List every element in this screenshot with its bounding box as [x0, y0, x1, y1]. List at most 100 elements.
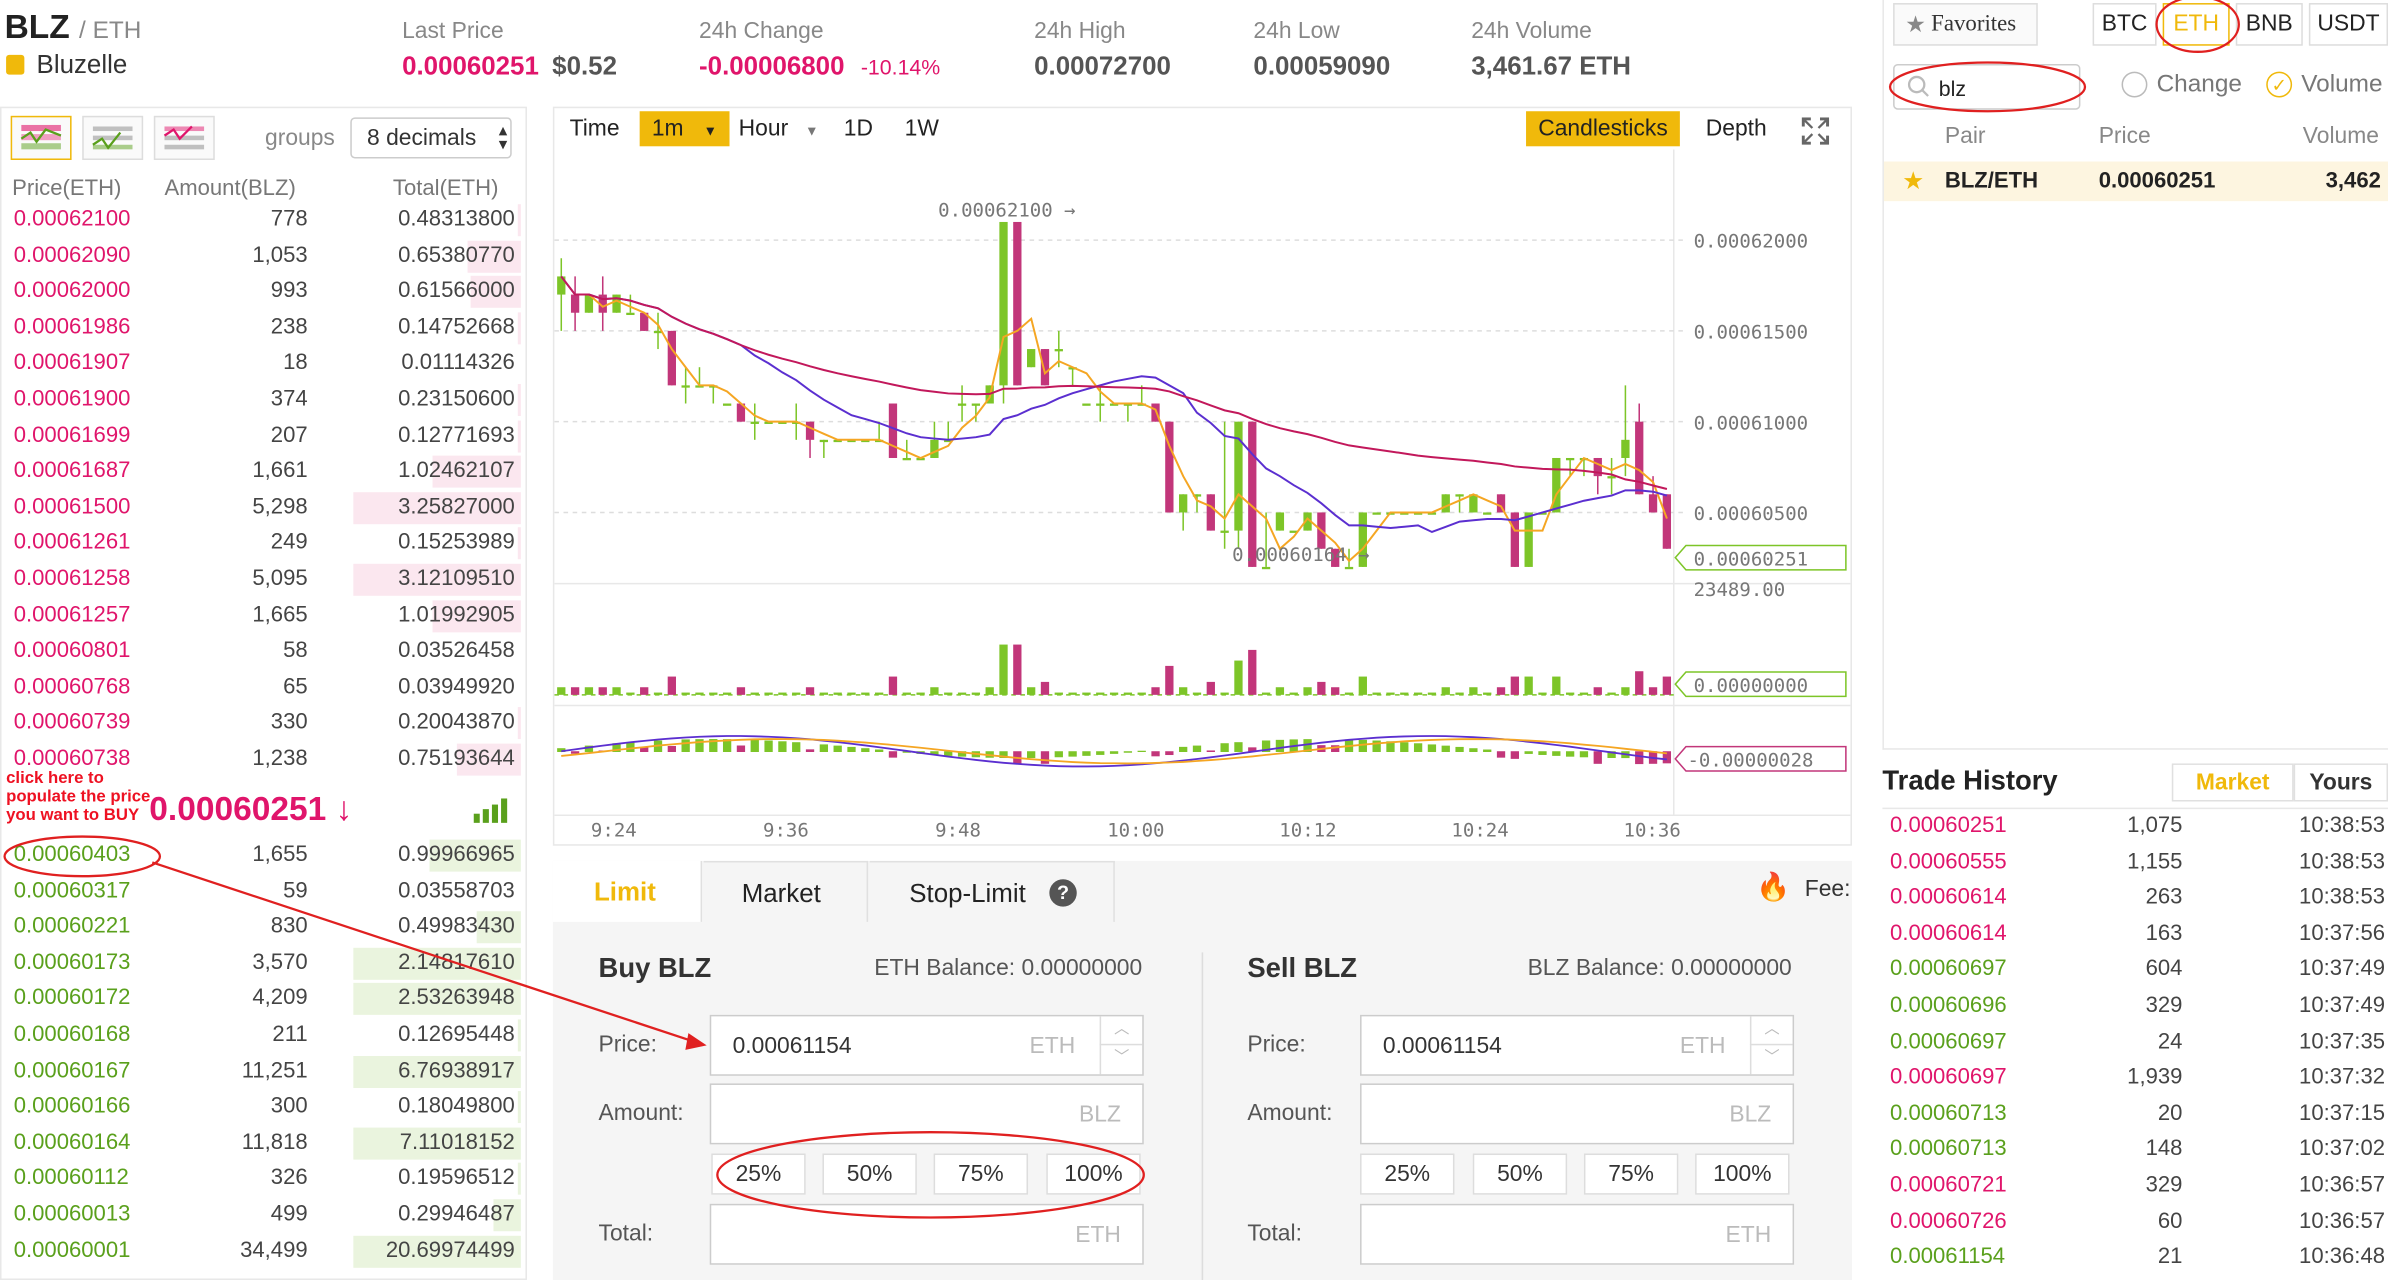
- interval-1w-tab[interactable]: 1W: [904, 115, 939, 142]
- ask-row[interactable]: 0.00062100 778 0.48313800: [6, 203, 521, 239]
- interval-1d-tab[interactable]: 1D: [843, 115, 873, 142]
- trade-time: 10:36:48: [2299, 1245, 2386, 1270]
- limit-tab[interactable]: Limit: [552, 860, 703, 922]
- ask-row[interactable]: 0.00060801 58 0.03526458: [6, 634, 521, 670]
- ask-row[interactable]: 0.00061687 1,661 1.02462107: [6, 454, 521, 490]
- view-bids-button[interactable]: [82, 115, 144, 160]
- bid-row[interactable]: 0.00060221 830 0.49983430: [6, 910, 521, 946]
- view-both-button[interactable]: [10, 115, 72, 160]
- bid-row[interactable]: 0.00060013 499 0.29946487: [6, 1198, 521, 1234]
- bid-row[interactable]: 0.00060001 34,499 20.69974499: [6, 1234, 521, 1270]
- ask-row[interactable]: 0.00061261 249 0.15253989: [6, 526, 521, 562]
- ask-row[interactable]: 0.00061258 5,095 3.12109510: [6, 562, 521, 598]
- ask-row[interactable]: 0.00062090 1,053 0.65380770: [6, 239, 521, 275]
- bid-row[interactable]: 0.00060166 300 0.18049800: [6, 1090, 521, 1126]
- bid-row[interactable]: 0.00060317 59 0.03558703: [6, 874, 521, 910]
- ask-row[interactable]: 0.00061900 374 0.23150600: [6, 382, 521, 418]
- sell-amount-input[interactable]: BLZ: [1360, 1083, 1795, 1145]
- volume-bar: [1220, 692, 1229, 695]
- macd-bar: [1413, 743, 1423, 752]
- sell-pct-50-button[interactable]: 50%: [1472, 1153, 1568, 1195]
- ask-price: 0.00060801: [13, 638, 131, 664]
- macd-bar: [1261, 740, 1271, 752]
- pair-star-icon[interactable]: ★: [1902, 169, 1925, 196]
- bid-row[interactable]: 0.00060172 4,209 2.53263948: [6, 982, 521, 1018]
- bnb-tab[interactable]: BNB: [2235, 3, 2303, 46]
- bid-row[interactable]: 0.00060173 3,570 2.14817610: [6, 946, 521, 982]
- change-radio[interactable]: [2121, 71, 2148, 98]
- buy-title: Buy BLZ: [598, 952, 712, 983]
- info-icon[interactable]: [6, 54, 25, 75]
- ask-price: 0.00061687: [13, 458, 131, 484]
- buy-amount-label: Amount:: [598, 1100, 684, 1127]
- ask-row[interactable]: 0.00060738 1,238 0.75193644: [6, 742, 521, 778]
- sell-price-input[interactable]: 0.00061154 ETH ︿ ﹀: [1360, 1014, 1795, 1076]
- btc-tab[interactable]: BTC: [2092, 3, 2157, 46]
- depth-tab[interactable]: Depth: [1705, 115, 1767, 142]
- sell-total-input[interactable]: ETH: [1360, 1203, 1795, 1265]
- trade-time: 10:38:53: [2299, 885, 2386, 910]
- bid-row[interactable]: 0.00060164 11,818 7.11018152: [6, 1126, 521, 1162]
- sell-pct-100-button[interactable]: 100%: [1695, 1153, 1790, 1195]
- ask-price: 0.00062100: [13, 207, 131, 232]
- buy-pct-100-button[interactable]: 100%: [1046, 1153, 1141, 1195]
- usdt-tab[interactable]: USDT: [2308, 3, 2388, 46]
- ask-row[interactable]: 0.00062000 993 0.61566000: [6, 275, 521, 311]
- volume-radio-check-icon[interactable]: ✓: [2266, 71, 2293, 98]
- volume-indicator-box: [1674, 671, 1847, 698]
- stepper-up-icon[interactable]: ︿: [1099, 1016, 1143, 1046]
- stop-limit-tab[interactable]: Stop-Limit ?: [869, 860, 1115, 922]
- market-pair-row[interactable]: ★ BLZ/ETH 0.00060251 3,462: [1883, 161, 2388, 202]
- trade-amount: 20: [2157, 1101, 2183, 1126]
- sell-pct-75-button[interactable]: 75%: [1583, 1153, 1679, 1195]
- ask-row[interactable]: 0.00061986 238 0.14752668: [6, 311, 521, 347]
- buy-pct-25-button[interactable]: 25%: [711, 1153, 806, 1195]
- caret-down-icon: ▼: [703, 123, 718, 139]
- eth-tab[interactable]: ETH: [2162, 3, 2230, 46]
- help-icon[interactable]: ?: [1049, 879, 1077, 907]
- market-tab[interactable]: Market: [703, 860, 869, 922]
- ask-row[interactable]: 0.00060768 65 0.03949920: [6, 670, 521, 706]
- interval-1m-tab[interactable]: 1m ▼: [639, 111, 730, 147]
- depth-bar: [457, 743, 521, 776]
- sell-pct-25-button[interactable]: 25%: [1360, 1153, 1455, 1195]
- price-chart[interactable]: 0.00062000 0.00061500 0.00061000 0.00060500…: [554, 149, 1851, 845]
- market-search-input[interactable]: blz: [1893, 63, 2081, 110]
- ask-row[interactable]: 0.00061699 207 0.12771693: [6, 418, 521, 454]
- chart-time-tab[interactable]: Time: [569, 115, 620, 142]
- bid-row[interactable]: 0.00060403 1,655 0.99966965: [6, 838, 521, 874]
- trade-price: 0.00060713: [1890, 1137, 2007, 1162]
- sell-stepper-down-icon[interactable]: ﹀: [1749, 1045, 1793, 1075]
- ask-total: 0.65380770: [398, 243, 515, 268]
- hour-tab[interactable]: Hour ▼: [726, 111, 830, 146]
- trade-market-tab[interactable]: Market: [2171, 763, 2294, 802]
- bid-price: 0.00060164: [13, 1130, 131, 1155]
- candlesticks-tab[interactable]: Candlesticks: [1526, 111, 1680, 147]
- decimals-select[interactable]: 8 decimals ▴ ▾: [350, 117, 512, 159]
- view-asks-button[interactable]: [153, 115, 215, 160]
- trade-yours-tab[interactable]: Yours: [2293, 763, 2388, 802]
- blz-balance: BLZ Balance: 0.00000000: [1527, 955, 1792, 982]
- ask-row[interactable]: 0.00061907 18 0.01114326: [6, 346, 521, 382]
- favorites-tab[interactable]: ★ Favorites: [1893, 3, 2038, 46]
- mid-price[interactable]: 0.00060251 ↓: [149, 789, 353, 828]
- bid-row[interactable]: 0.00060168 211 0.12695448: [6, 1018, 521, 1054]
- macd-bar: [1096, 751, 1105, 755]
- stepper-down-icon[interactable]: ﹀: [1099, 1045, 1143, 1075]
- buy-pct-75-button[interactable]: 75%: [933, 1153, 1029, 1195]
- buy-amount-input[interactable]: BLZ: [709, 1083, 1144, 1145]
- last-price-usd: $0.52: [552, 51, 617, 81]
- sell-stepper-up-icon[interactable]: ︿: [1749, 1016, 1793, 1046]
- ask-row[interactable]: 0.00060739 330 0.20043870: [6, 706, 521, 742]
- fullscreen-icon[interactable]: [1801, 117, 1830, 145]
- buy-pct-50-button[interactable]: 50%: [822, 1153, 917, 1195]
- ask-price: 0.00061261: [13, 530, 131, 556]
- buy-price-value: 0.00061154: [732, 1033, 852, 1060]
- candle-body: [1179, 494, 1188, 513]
- bid-row[interactable]: 0.00060167 11,251 6.76938917: [6, 1054, 521, 1090]
- buy-total-input[interactable]: ETH: [709, 1203, 1144, 1265]
- ask-row[interactable]: 0.00061257 1,665 1.01992905: [6, 598, 521, 634]
- bid-row[interactable]: 0.00060112 326 0.19596512: [6, 1162, 521, 1198]
- buy-price-input[interactable]: 0.00061154 ETH ︿ ﹀: [709, 1014, 1144, 1076]
- ask-row[interactable]: 0.00061500 5,298 3.25827000: [6, 490, 521, 526]
